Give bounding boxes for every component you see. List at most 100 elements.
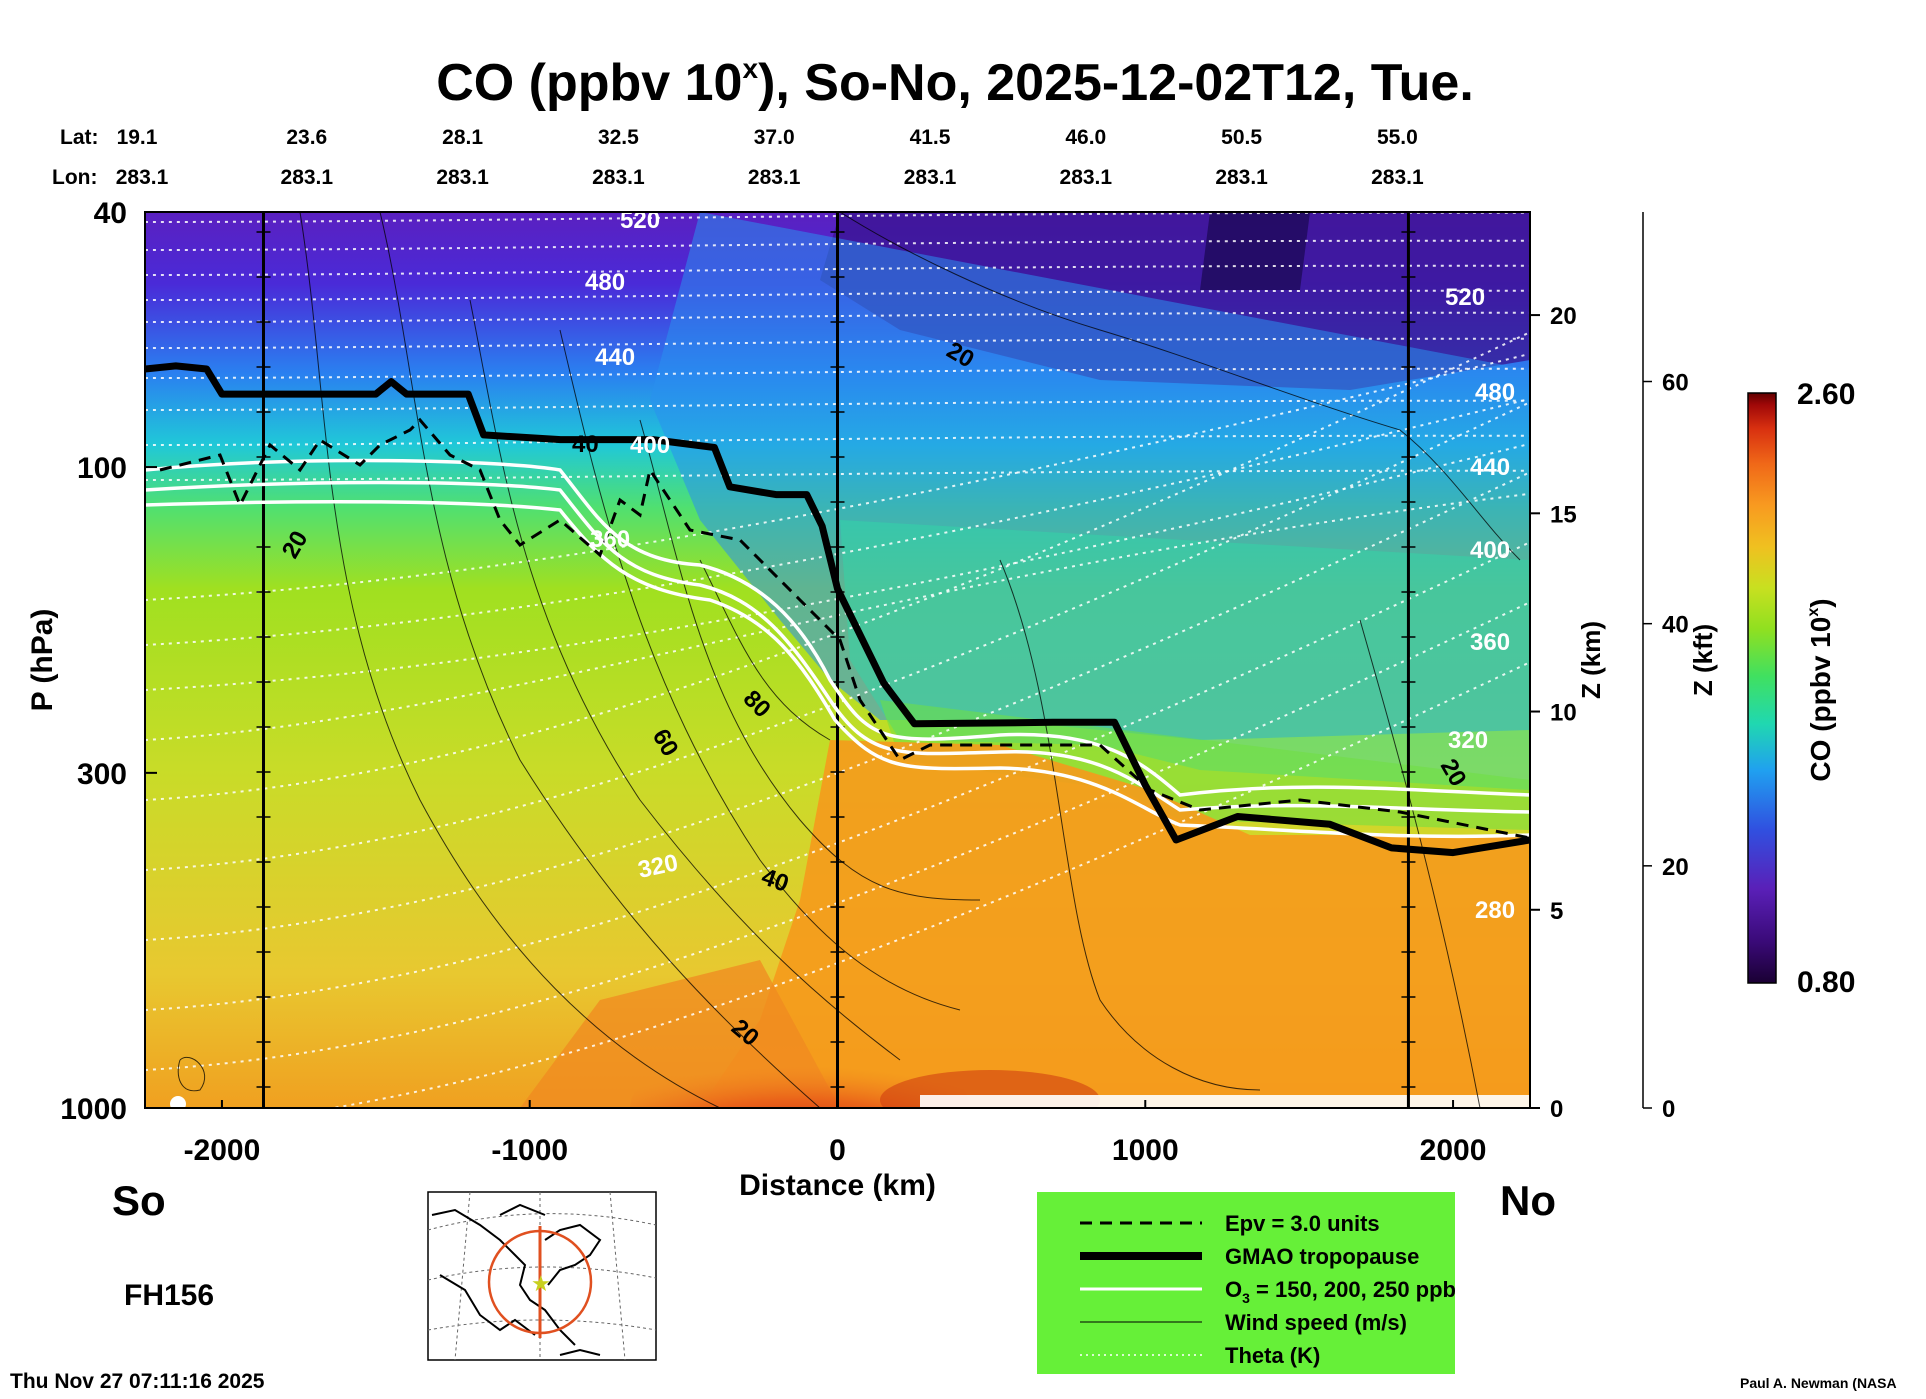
theta-label: 360 — [1470, 629, 1510, 656]
lat-value: 55.0 — [1377, 126, 1418, 149]
wind-contour — [639, 419, 981, 901]
z-km-tick-label: 5 — [1550, 898, 1563, 925]
map-coastline — [431, 1203, 602, 1356]
theta-line — [145, 212, 1530, 223]
lon-value: 283.1 — [904, 166, 957, 189]
lowest-co-region — [1200, 212, 1310, 290]
lat-value: 50.5 — [1221, 126, 1262, 149]
inset-map: ★ — [427, 1191, 657, 1361]
theta-line — [145, 397, 1530, 646]
theta-line — [145, 399, 1530, 411]
theta-line — [145, 469, 1530, 481]
z-kft-tick-label: 20 — [1662, 854, 1689, 881]
legend-label: O3 = 150, 200, 250 ppb — [1225, 1277, 1456, 1306]
x-tick-label: -1000 — [491, 1134, 568, 1167]
timestamp: Thu Nov 27 07:11:16 2025 — [10, 1370, 265, 1393]
theta-line — [145, 264, 1530, 276]
wind-contour — [839, 212, 1521, 561]
lon-value: 283.1 — [436, 166, 489, 189]
credit: Paul A. Newman (NASA — [1740, 1375, 1897, 1391]
colorbar-label: CO (ppbv 10x) — [1805, 598, 1836, 781]
theta-line — [145, 352, 1530, 601]
theta-label: 480 — [1475, 379, 1515, 406]
green-band-right — [880, 700, 1530, 830]
x-tick-label: -2000 — [184, 1134, 261, 1167]
wind-contour — [999, 559, 1261, 1091]
colorbar: 2.60 0.80 CO (ppbv 10x) — [1747, 378, 1855, 999]
chart-title: CO (ppbv 10x), So-No, 2025-12-02T12, Tue… — [436, 53, 1474, 112]
z-kft-tick-label: 0 — [1662, 1096, 1675, 1123]
x-tick-label: 1000 — [1112, 1134, 1179, 1167]
theta-label: 400 — [630, 432, 670, 459]
x-tick-label: 2000 — [1420, 1134, 1487, 1167]
colorbar-max: 2.60 — [1797, 378, 1855, 411]
co-field: 5204804404003603205204804404003603202802… — [145, 207, 1530, 1108]
colorbar-bar — [1747, 392, 1777, 984]
y-tick-label: 300 — [77, 758, 127, 791]
map-center-star-icon: ★ — [531, 1271, 551, 1296]
surface-mask — [920, 1095, 1530, 1108]
z-kft-tick-label: 60 — [1662, 370, 1689, 397]
lat-value: 32.5 — [598, 126, 639, 149]
theta-label: 440 — [1470, 454, 1510, 481]
north-label: No — [1500, 1177, 1556, 1224]
lon-value: 283.1 — [592, 166, 645, 189]
z-kft-tick-label: 40 — [1662, 612, 1689, 639]
lat-value: 37.0 — [754, 126, 795, 149]
theta-label: 360 — [590, 526, 630, 553]
y-tick-label: 40 — [94, 197, 127, 230]
z-km-tick-label: 20 — [1550, 303, 1577, 330]
z-km-tick-label: 0 — [1550, 1096, 1563, 1123]
colorbar-min: 0.80 — [1797, 966, 1855, 999]
theta-label: 280 — [1475, 897, 1515, 924]
z-km-axis-label: Z (km) — [1576, 621, 1606, 699]
lat-lon-header: Lat: Lon: 19.1 23.6 28.1 32.5 37.0 41.5 46.0 50.5… — [52, 126, 1424, 189]
lon-value: 283.1 — [748, 166, 801, 189]
z-km-tick-label: 15 — [1550, 501, 1577, 528]
theta-line — [145, 337, 1530, 349]
lon-row-label: Lon: — [52, 166, 97, 189]
theta-label: 440 — [595, 344, 635, 371]
theta-line — [145, 442, 1530, 691]
orange-lower-right — [700, 740, 1530, 1108]
lat-value: 23.6 — [286, 126, 327, 149]
wind-contour — [177, 1056, 206, 1092]
south-label: So — [112, 1177, 166, 1224]
lon-value: 283.1 — [116, 166, 169, 189]
legend-label: Epv = 3.0 units — [1225, 1211, 1380, 1236]
wind-contour — [379, 212, 821, 1108]
x-axis-label: Distance (km) — [739, 1169, 936, 1202]
lat-value: 28.1 — [442, 126, 483, 149]
wind-contour — [1359, 619, 1481, 1108]
theta-line — [145, 434, 1530, 446]
x-tick-label: 0 — [829, 1134, 846, 1167]
lon-value: 283.1 — [1215, 166, 1268, 189]
ozone-contour — [145, 458, 1530, 797]
legend: Epv = 3.0 units GMAO tropopause O3 = 150, … — [1037, 1192, 1456, 1374]
gmao-tropopause-line — [145, 362, 1530, 857]
theta-line — [145, 311, 1530, 323]
theta-line — [145, 239, 1530, 251]
wind-contour — [299, 212, 721, 1108]
theta-line — [145, 492, 1530, 741]
forecast-hour: FH156 — [124, 1279, 214, 1312]
lat-value: 19.1 — [117, 126, 158, 149]
legend-label: GMAO tropopause — [1225, 1244, 1419, 1269]
ozone-contour — [145, 480, 1530, 814]
epv-line — [159, 417, 1530, 840]
legend-label: Theta (K) — [1225, 1343, 1320, 1368]
lon-value: 283.1 — [281, 166, 334, 189]
lon-value: 283.1 — [1060, 166, 1113, 189]
surface-mask-left — [170, 1096, 186, 1108]
lon-value: 283.1 — [1371, 166, 1424, 189]
lat-row-label: Lat: — [60, 126, 99, 149]
y-tick-label: 100 — [77, 452, 127, 485]
theta-label: 520 — [1445, 284, 1485, 311]
theta-label: 400 — [1470, 537, 1510, 564]
y-tick-label: 1000 — [60, 1093, 127, 1126]
theta-label: 480 — [585, 269, 625, 296]
z-km-tick-label: 10 — [1550, 700, 1577, 727]
theta-label: 520 — [620, 207, 660, 234]
